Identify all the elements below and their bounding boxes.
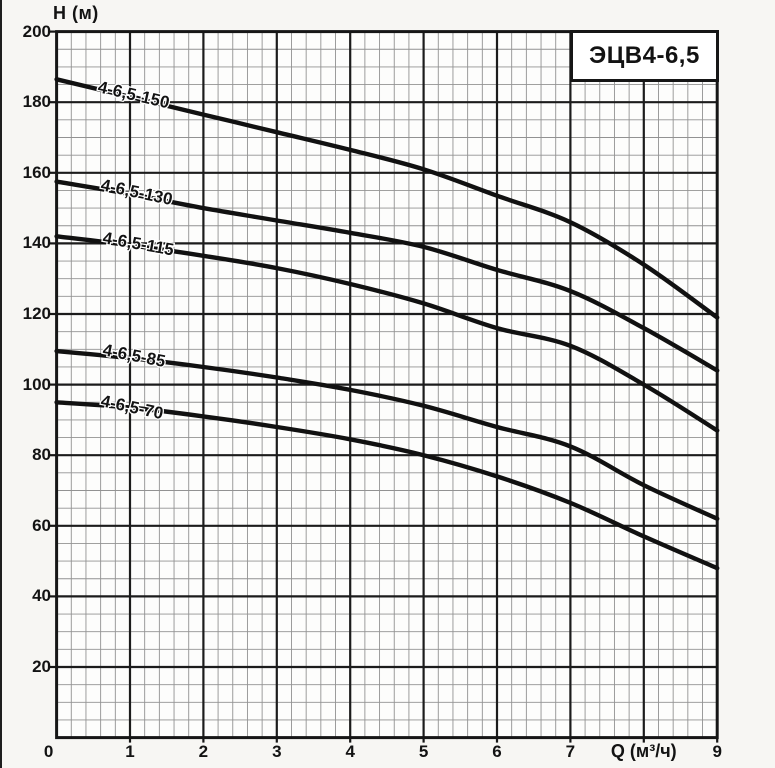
curve-4-6,5-85	[54, 348, 720, 521]
x-tick-label-7: 7	[565, 742, 576, 761]
y-tick-label-200: 200	[22, 21, 51, 41]
x-tick-label-3: 3	[272, 742, 282, 761]
x-tick-label-2: 2	[198, 742, 209, 761]
curve-4-6,5-115	[54, 234, 720, 433]
y-tick-label-40: 40	[32, 586, 51, 606]
x-tick-label-5: 5	[418, 742, 429, 761]
scan-edge-artifact	[0, 0, 2, 768]
curve-4-6,5-130	[54, 179, 720, 373]
y-tick-label-160: 160	[22, 162, 51, 182]
x-axis-label: Q (м³/ч)	[610, 741, 677, 761]
y-tick-label-60: 60	[32, 515, 51, 535]
y-axis-label: H (м)	[53, 3, 99, 23]
x-tick-label-4: 4	[345, 742, 355, 761]
x-tick-label-6: 6	[492, 742, 502, 761]
x-tick-label-9: 9	[712, 742, 722, 761]
y-tick-label-180: 180	[22, 92, 51, 112]
pump-model-title-text: ЭЦВ4-6,5	[589, 42, 700, 69]
axis-ticks	[49, 30, 719, 743]
x-tick-label-0: 0	[43, 742, 54, 761]
curve-4-6,5-150	[54, 77, 720, 320]
pump-model-title-box: ЭЦВ4-6,5	[570, 30, 719, 82]
y-tick-label-80: 80	[32, 445, 51, 465]
pump-curves	[54, 77, 720, 571]
y-tick-label-20: 20	[32, 657, 51, 676]
y-tick-label-120: 120	[22, 304, 51, 323]
y-tick-label-140: 140	[22, 233, 51, 253]
curve-4-6,5-70	[54, 400, 720, 571]
y-tick-label-100: 100	[22, 374, 51, 394]
x-tick-label-1: 1	[125, 742, 135, 761]
